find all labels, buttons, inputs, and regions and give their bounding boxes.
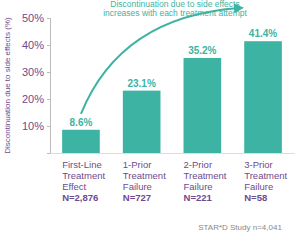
footnote: STAR*D Study n=4,041 (198, 223, 282, 232)
y-tick-mark (47, 126, 50, 127)
y-tick: 50% (22, 12, 50, 24)
x-tick: 1-PriorTreatmentFailureN=727 (123, 153, 166, 203)
data-label: 35.2% (188, 45, 216, 56)
x-tick: 2-PriorTreatmentFailureN=221 (184, 153, 227, 203)
x-tick-label-line: Failure (244, 181, 273, 192)
y-tick-label: 30% (22, 66, 44, 78)
x-tick-label-line: Treatment (184, 170, 227, 181)
y-tick-mark (47, 45, 50, 46)
annotation: Discontinuation due to side effectsincre… (103, 0, 247, 18)
y-axis-line (47, 19, 51, 154)
x-tick-label-line: N=727 (123, 192, 151, 203)
y-tick-mark (47, 99, 50, 100)
x-tick-label-line: Treatment (123, 170, 166, 181)
y-tick-label: 40% (22, 39, 44, 51)
x-tick-label: 1-PriorTreatmentFailureN=727 (123, 159, 166, 203)
bar (62, 130, 100, 153)
annotation-line: increases with each treatment attempt (103, 8, 247, 18)
y-tick: 20% (22, 93, 50, 105)
bar (123, 91, 161, 153)
y-tick: 40% (22, 39, 50, 51)
y-tick: 10% (22, 120, 50, 132)
y-tick-label: 10% (22, 120, 44, 132)
x-tick-label-line: Effect (62, 181, 86, 192)
x-tick: 3-PriorTreatmentFailureN=58 (244, 153, 287, 203)
x-tick-label-line: N=221 (184, 192, 213, 203)
x-tick-label-line: Failure (184, 181, 213, 192)
x-tick-label-line: N=2,876 (62, 192, 98, 203)
y-tick-label: 50% (22, 12, 44, 24)
data-label: 8.6% (70, 117, 93, 128)
y-tick-mark (47, 18, 50, 19)
x-tick-label-line: First-Line (62, 159, 102, 170)
data-label: 41.4% (249, 28, 277, 39)
x-tick-label: 3-PriorTreatmentFailureN=58 (244, 159, 287, 203)
y-tick-mark (47, 72, 50, 73)
trend-arrow (81, 8, 240, 114)
x-axis: First-LineTreatmentEffectN=2,8761-PriorT… (51, 153, 295, 203)
x-tick-label-line: Treatment (244, 170, 287, 181)
x-tick-label: First-LineTreatmentEffectN=2,876 (62, 159, 105, 203)
y-axis-title: Discontinuation due to side effects (%) (3, 17, 12, 154)
x-tick-label-line: 1-Prior (123, 159, 152, 170)
x-tick-label-line: 2-Prior (184, 159, 213, 170)
bars (62, 41, 282, 153)
y-tick: 30% (22, 66, 50, 78)
bar (184, 58, 222, 153)
x-axis-line (51, 153, 295, 154)
x-tick-label: 2-PriorTreatmentFailureN=221 (184, 159, 227, 203)
bar (244, 41, 282, 153)
x-tick: First-LineTreatmentEffectN=2,876 (62, 153, 105, 203)
y-axis: 10% 20% 30% 40% 50% (22, 12, 51, 153)
chart: 10%20%30%40%50%First-LineTreatmentEffect… (0, 0, 300, 235)
x-tick-label-line: N=58 (244, 192, 267, 203)
data-label: 23.1% (127, 78, 155, 89)
y-tick-label: 20% (22, 93, 44, 105)
x-tick-label-line: Failure (123, 181, 152, 192)
x-tick-label-line: Treatment (62, 170, 105, 181)
x-tick-label-line: 3-Prior (244, 159, 273, 170)
